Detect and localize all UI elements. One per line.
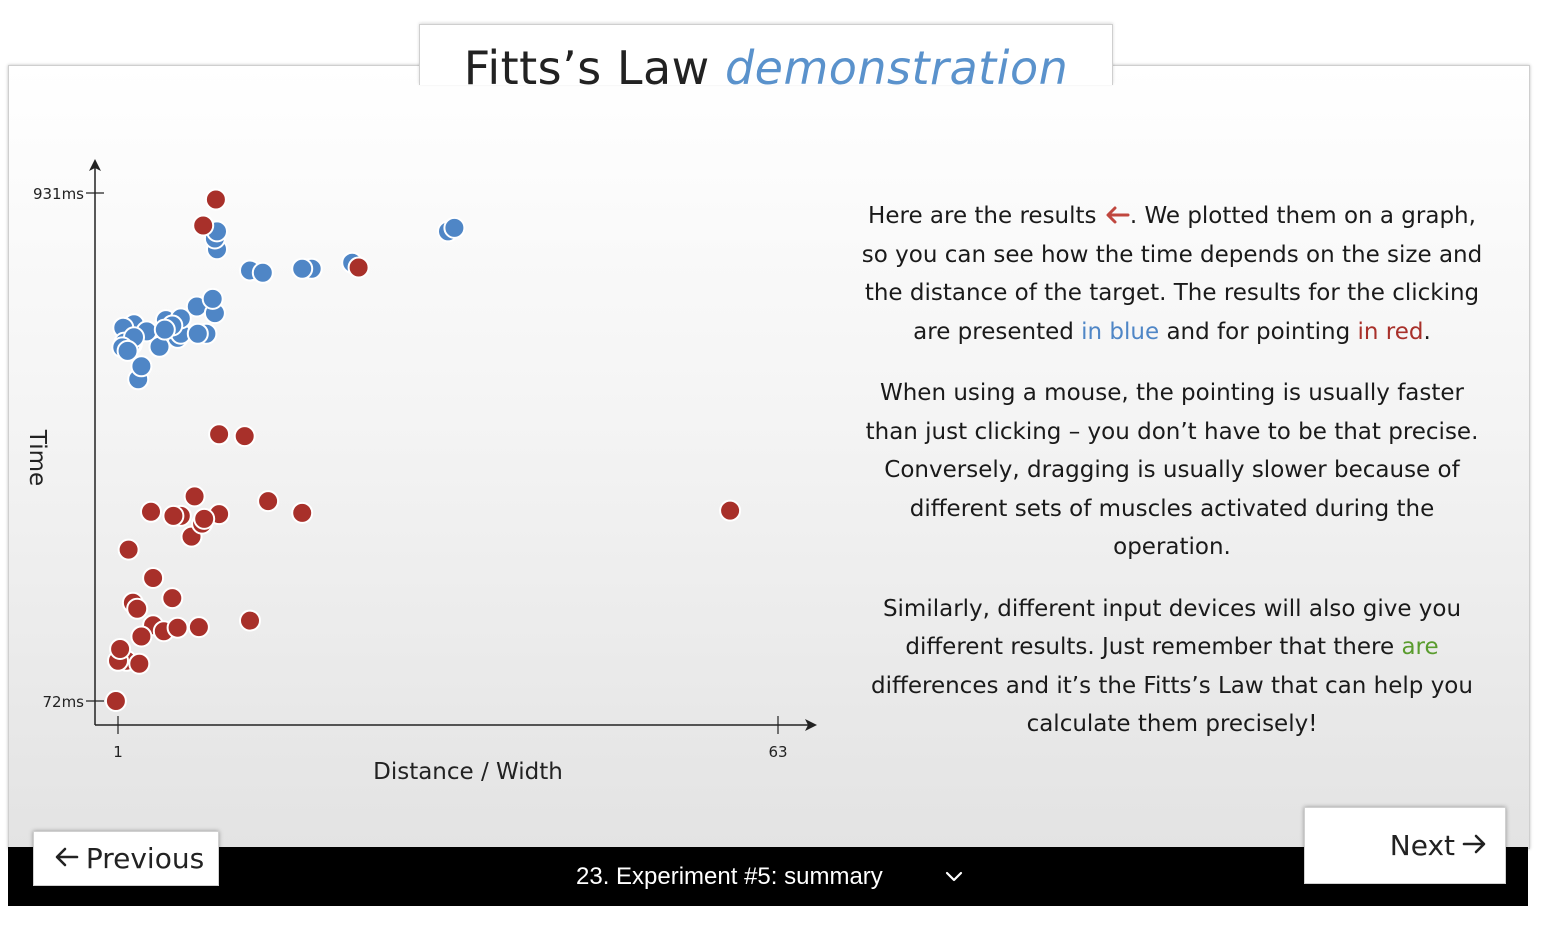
page-title: Fitts’s Law demonstration bbox=[420, 25, 1112, 95]
paragraph-mouse: When using a mouse, the pointing is usua… bbox=[865, 380, 1479, 560]
data-point-series2-32 bbox=[193, 507, 216, 530]
slide-selector[interactable]: 23. Experiment #5: summary bbox=[560, 856, 980, 898]
y-tick-label-max: 931ms bbox=[33, 185, 84, 203]
p1-text-c: and for pointing bbox=[1159, 318, 1358, 345]
paragraph-results: Here are the results . We plotted them o… bbox=[852, 197, 1492, 351]
data-point-series2-20 bbox=[291, 501, 314, 524]
data-point-series2-25 bbox=[126, 597, 149, 620]
data-point-series2-24 bbox=[719, 499, 742, 522]
title-accent: demonstration bbox=[724, 41, 1069, 95]
x-tick-label-min: 1 bbox=[113, 743, 123, 761]
data-point-series1-18 bbox=[201, 287, 224, 310]
y-tick-label-min: 72ms bbox=[42, 693, 84, 711]
next-label: Next bbox=[1389, 829, 1455, 862]
p1-text-d: . bbox=[1423, 318, 1431, 345]
paragraph-devices: Similarly, different input devices will … bbox=[852, 590, 1492, 744]
data-point-series1-30 bbox=[443, 216, 466, 239]
data-point-series1-32 bbox=[153, 318, 176, 341]
data-point-series1-33 bbox=[186, 322, 209, 345]
data-point-series2-21 bbox=[347, 256, 370, 279]
arrow-right-icon bbox=[1461, 829, 1487, 862]
p3-text-green: are bbox=[1401, 634, 1439, 660]
scatter-chart: 931ms 72ms 1 63 Distance / Width Time bbox=[20, 150, 830, 800]
chart-axes: 931ms 72ms 1 63 Distance / Width Time bbox=[24, 159, 817, 785]
data-point-series2-1 bbox=[104, 690, 127, 712]
data-point-series2-27 bbox=[162, 504, 185, 527]
back-arrow-icon bbox=[1104, 203, 1130, 229]
p1-text-a: Here are the results bbox=[868, 203, 1104, 229]
previous-label: Previous bbox=[85, 842, 205, 875]
x-tick-label-max: 63 bbox=[768, 743, 787, 761]
x-axis-arrowhead bbox=[805, 719, 817, 731]
data-point-series2-11 bbox=[161, 587, 184, 610]
data-point-series2-22 bbox=[192, 214, 215, 237]
data-point-series1-10 bbox=[130, 355, 153, 378]
data-point-series2-10 bbox=[166, 616, 189, 639]
data-point-series2-28 bbox=[128, 652, 151, 675]
p3-text-b: differences and it’s the Fitts’s Law tha… bbox=[871, 672, 1473, 738]
data-point-series2-18 bbox=[233, 425, 256, 448]
data-point-series2-7 bbox=[109, 638, 132, 660]
bottom-nav-bar bbox=[8, 847, 1528, 906]
p1-text-red: in red bbox=[1357, 318, 1424, 345]
previous-button[interactable]: Previous bbox=[33, 831, 219, 886]
p1-text-blue: in blue bbox=[1081, 318, 1160, 345]
data-point-series1-28 bbox=[116, 339, 139, 362]
data-point-series1-22 bbox=[291, 257, 314, 280]
y-axis-label: Time bbox=[24, 429, 50, 486]
title-main: Fitts’s Law bbox=[463, 41, 710, 95]
chart-points bbox=[104, 188, 742, 712]
data-point-series2-26 bbox=[140, 500, 162, 523]
data-point-series2-16 bbox=[183, 485, 206, 508]
chevron-down-icon bbox=[944, 865, 964, 893]
data-point-series2-17 bbox=[208, 423, 231, 446]
data-point-series2-31 bbox=[130, 625, 153, 648]
slide-panel bbox=[8, 65, 1530, 849]
arrow-left-icon bbox=[54, 842, 80, 875]
data-point-series2-4 bbox=[142, 567, 165, 589]
p1-text-b: . We plotted them on a graph, so you can… bbox=[861, 203, 1483, 345]
data-point-series2-2 bbox=[117, 538, 140, 561]
data-point-series2-29 bbox=[187, 616, 210, 639]
explanation-text: Here are the results . We plotted them o… bbox=[852, 197, 1492, 767]
p3-text-a: Similarly, different input devices will … bbox=[882, 595, 1462, 661]
data-point-series2-19 bbox=[257, 490, 280, 513]
chart-svg: 931ms 72ms 1 63 Distance / Width Time bbox=[24, 159, 817, 785]
x-axis-label: Distance / Width bbox=[373, 759, 563, 785]
title-tab: Fitts’s Law demonstration bbox=[419, 24, 1113, 95]
current-slide-label: 23. Experiment #5: summary bbox=[576, 863, 883, 890]
data-point-series2-23 bbox=[204, 188, 227, 211]
y-axis-arrowhead bbox=[89, 159, 101, 171]
next-button[interactable]: Next bbox=[1304, 807, 1506, 884]
data-point-series1-20 bbox=[251, 261, 274, 284]
data-point-series2-30 bbox=[239, 609, 261, 632]
